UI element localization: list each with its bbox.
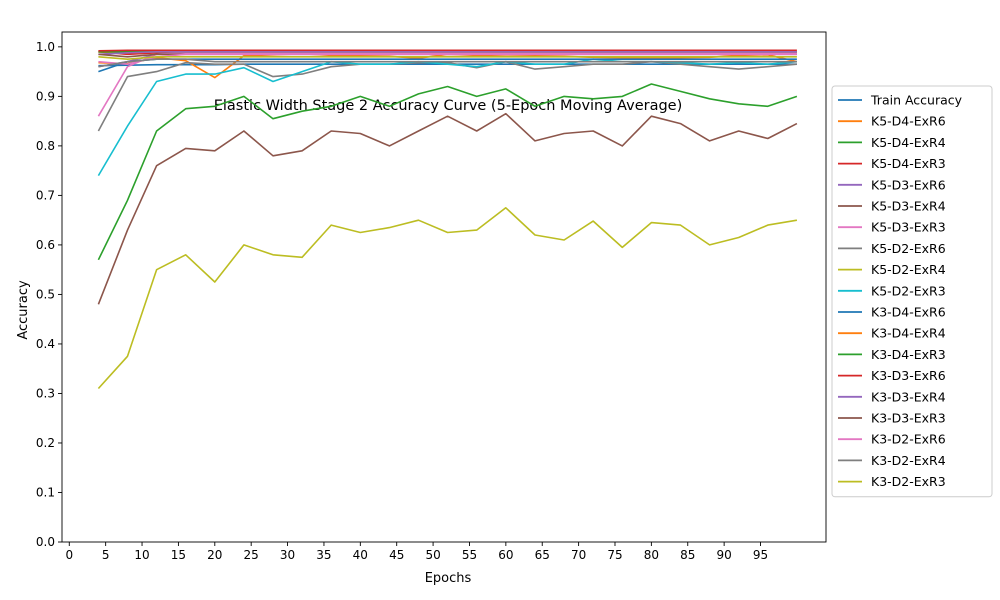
x-tick-label-8: 40	[353, 548, 368, 562]
axes-layer: 0 5 10 15 20 25 30 35 40 45 50 55 60 65 70 75 80 85 90 95 0.…	[36, 31, 827, 562]
x-tick-label-16: 80	[644, 548, 659, 562]
x-tick-label-13: 65	[535, 548, 550, 562]
x-axis-title: Epochs	[425, 571, 472, 586]
legend-label-12: K3-D4-ExR3	[871, 347, 946, 362]
y-tick-label-9: 0.9	[36, 89, 55, 103]
legend-label-3: K5-D4-ExR3	[871, 156, 946, 171]
y-tick-label-6: 0.6	[36, 238, 55, 252]
x-tick-label-18: 90	[716, 548, 731, 562]
legend-label-13: K3-D3-ExR6	[871, 368, 946, 383]
x-tick-label-4: 20	[207, 548, 222, 562]
y-tick-label-8: 0.8	[36, 139, 55, 153]
legend-label-16: K3-D2-ExR6	[871, 432, 946, 447]
x-tick-label-7: 35	[316, 548, 331, 562]
legend-label-11: K3-D4-ExR4	[871, 326, 946, 341]
legend-label-8: K5-D2-ExR4	[871, 262, 946, 277]
chart-title: Elastic Width Stage 2 Accuracy Curve (5-…	[214, 98, 683, 114]
x-tick-label-19: 95	[753, 548, 768, 562]
legend-label-0: Train Accuracy	[870, 93, 963, 108]
x-tick-label-17: 85	[680, 548, 695, 562]
x-tick-label-10: 50	[425, 548, 440, 562]
series-line-9	[97, 58, 797, 177]
legend-label-17: K3-D2-ExR4	[871, 453, 946, 468]
plot-frame	[61, 31, 827, 543]
series-line-6	[97, 52, 797, 117]
x-tick-label-9: 45	[389, 548, 404, 562]
x-tick-label-14: 70	[571, 548, 586, 562]
legend-label-6: K5-D3-ExR3	[871, 220, 946, 235]
x-tick-label-6: 30	[280, 548, 295, 562]
x-tick-label-3: 15	[171, 548, 186, 562]
legend-label-5: K5-D3-ExR4	[871, 199, 946, 214]
legend-label-1: K5-D4-ExR6	[871, 114, 946, 129]
legend-label-4: K5-D3-ExR6	[871, 177, 946, 192]
y-tick-label-2: 0.2	[36, 436, 55, 450]
x-tick-label-11: 55	[462, 548, 477, 562]
legend-label-14: K3-D3-ExR4	[871, 389, 946, 404]
series-line-17	[98, 58, 797, 68]
series-layer	[97, 49, 798, 390]
legend-label-9: K5-D2-ExR3	[871, 283, 946, 298]
legend-label-10: K3-D4-ExR6	[871, 305, 946, 320]
y-tick-label-4: 0.4	[36, 337, 55, 351]
x-tick-label-15: 75	[607, 548, 622, 562]
x-tick-label-12: 60	[498, 548, 513, 562]
x-tick-label-5: 25	[244, 548, 259, 562]
series-line-8	[97, 207, 798, 390]
series-line-13	[98, 49, 797, 52]
legend-label-15: K3-D3-ExR3	[871, 411, 946, 426]
series-line-5	[97, 112, 798, 305]
series-line-18	[98, 56, 797, 60]
x-tick-label-2: 10	[134, 548, 149, 562]
y-tick-label-1: 0.1	[36, 485, 55, 499]
x-tick-label-0: 0	[65, 548, 73, 562]
series-line-2	[97, 83, 798, 261]
legend-label-2: K5-D4-ExR4	[871, 135, 946, 150]
y-tick-label-3: 0.3	[36, 386, 55, 400]
series-line-14	[98, 51, 797, 56]
legend: Train Accuracy K5-D4-ExR6 K5-D4-ExR4 K5-D4-…	[831, 85, 993, 498]
y-tick-label-10: 1.0	[36, 40, 55, 54]
legend-box	[831, 85, 993, 498]
y-tick-label-7: 0.7	[36, 188, 55, 202]
series-line-16	[98, 53, 797, 65]
x-tick-label-1: 5	[102, 548, 110, 562]
y-tick-label-0: 0.0	[36, 535, 55, 549]
series-line-10	[98, 58, 797, 73]
y-axis-title: Accuracy	[16, 280, 31, 340]
y-tick-label-5: 0.5	[36, 287, 55, 301]
legend-label-18: K3-D2-ExR3	[871, 474, 946, 489]
legend-label-7: K5-D2-ExR6	[871, 241, 946, 256]
series-line-7	[97, 60, 797, 132]
